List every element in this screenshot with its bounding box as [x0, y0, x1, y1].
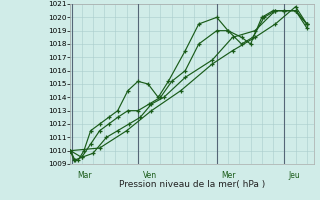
X-axis label: Pression niveau de la mer( hPa ): Pression niveau de la mer( hPa ) — [119, 180, 265, 189]
Text: Jeu: Jeu — [289, 171, 300, 180]
Text: Ven: Ven — [142, 171, 156, 180]
Text: Mer: Mer — [221, 171, 236, 180]
Text: Mar: Mar — [77, 171, 92, 180]
